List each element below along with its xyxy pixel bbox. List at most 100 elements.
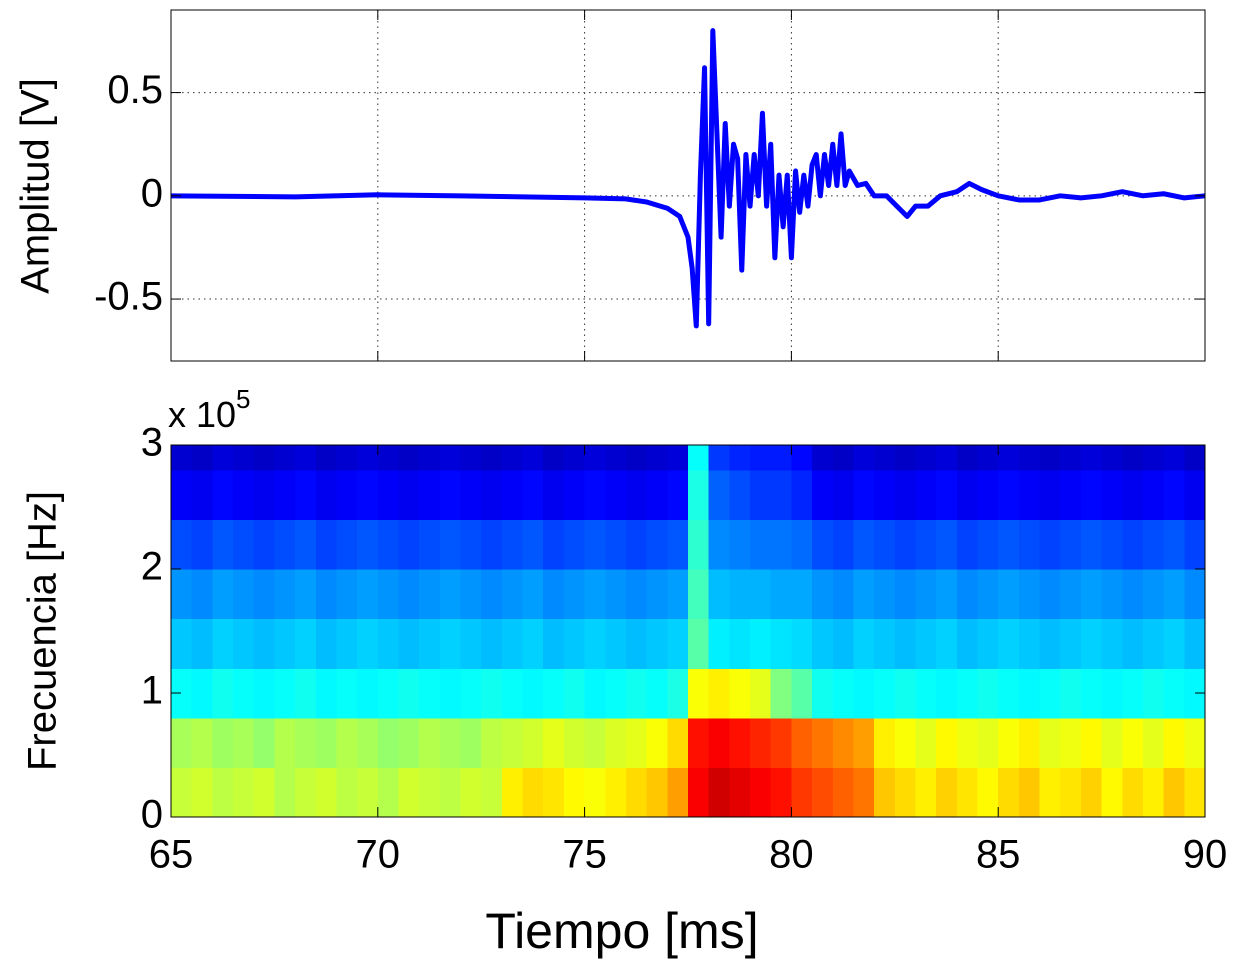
spectrogram-cell: [1184, 519, 1206, 570]
spectrogram-cell: [501, 767, 524, 818]
spectrogram-cell: [750, 717, 772, 768]
spectrogram-cell: [584, 717, 606, 768]
spectrogram-cell: [191, 469, 213, 520]
spectrogram-cell: [439, 618, 462, 669]
spectrogram-cell: [956, 668, 979, 719]
spectrogram-cell: [1163, 519, 1185, 570]
spectrogram-cell: [1142, 668, 1165, 719]
spectrogram-cell: [212, 519, 234, 570]
spectrogram-cell: [398, 445, 420, 471]
spectrogram-cell: [874, 469, 896, 520]
spectrogram-cell: [1018, 618, 1041, 669]
spectrogram-cell: [1101, 767, 1123, 818]
spectrogram-cell: [1018, 767, 1041, 818]
spectrogram-cell: [1039, 717, 1061, 768]
spectrogram-cell: [1018, 445, 1041, 471]
spectrogram-cell: [295, 618, 317, 669]
spectrogram-cell: [233, 519, 255, 570]
y-tick-label: 3: [141, 421, 163, 465]
spectrogram-cell: [419, 717, 441, 768]
spectrogram-cell: [936, 445, 958, 471]
spectrogram-cell: [563, 668, 586, 719]
spectrogram-cell: [1060, 569, 1082, 620]
spectrogram-cell: [894, 618, 917, 669]
spectrogram-cell: [708, 469, 730, 520]
spectrogram-cell: [605, 569, 627, 620]
spectrogram-cell: [812, 618, 834, 669]
spectrogram-cell: [853, 569, 875, 620]
spectrogram-cell: [1039, 445, 1061, 471]
spectrogram-cell: [1122, 618, 1144, 669]
spectrogram-cell: [915, 717, 937, 768]
spectrogram-cell: [357, 668, 379, 719]
spectrogram-cell: [667, 519, 689, 570]
spectrogram-cell: [729, 519, 751, 570]
spectrogram-cell: [832, 767, 855, 818]
spectrogram-cell: [501, 618, 524, 669]
spectrogram-cell: [1142, 445, 1165, 471]
spectrogram-cell: [1142, 519, 1165, 570]
spectrogram-cell: [1122, 767, 1144, 818]
spectrogram-cell: [853, 668, 875, 719]
spectrogram-cell: [522, 717, 544, 768]
spectrogram-cell: [315, 717, 338, 768]
spectrogram-cell: [295, 668, 317, 719]
spectrogram-cell: [708, 767, 730, 818]
spectrogram-cell: [419, 445, 441, 471]
spectrogram-cell: [563, 767, 586, 818]
spectrogram-cell: [894, 445, 917, 471]
spectrogram-cell: [874, 569, 896, 620]
spectrogram-cell: [274, 445, 296, 471]
spectrogram-cell: [1018, 717, 1041, 768]
spectrogram-cell: [977, 767, 999, 818]
spectrogram-cell: [584, 569, 606, 620]
spectrogram-cell: [770, 469, 792, 520]
spectrogram-cell: [1101, 668, 1123, 719]
spectrogram-cell: [832, 445, 855, 471]
spectrogram-cell: [336, 618, 358, 669]
spectrogram-cell: [233, 668, 255, 719]
spectrogram-cell: [688, 767, 710, 818]
spectrogram-cell: [1142, 717, 1165, 768]
spectrogram-cell: [481, 519, 503, 570]
spectrogram-cell: [894, 469, 917, 520]
spectrogram-cell: [1080, 767, 1103, 818]
spectrogram-cell: [1039, 519, 1061, 570]
spectrogram-cell: [791, 717, 813, 768]
spectrogram-cell: [998, 717, 1020, 768]
spectrogram-cell: [377, 717, 400, 768]
spectrogram-cell: [377, 668, 400, 719]
spectrogram-cell: [729, 445, 751, 471]
spectrogram-cell: [812, 767, 834, 818]
plot-area: [171, 10, 1205, 361]
spectrogram-cell: [336, 469, 358, 520]
spectrogram-cell: [419, 767, 441, 818]
spectrogram-cell: [956, 717, 979, 768]
spectrogram-cell: [998, 668, 1020, 719]
spectrogram-cell: [1080, 445, 1103, 471]
spectrogram-cell: [522, 668, 544, 719]
spectrogram-cell: [357, 618, 379, 669]
spectrogram-cell: [688, 717, 710, 768]
spectrogram-cell: [522, 618, 544, 669]
spectrogram-cell: [171, 445, 193, 471]
spectrogram-cell: [295, 767, 317, 818]
spectrogram-cell: [419, 469, 441, 520]
spectrogram-cell: [791, 519, 813, 570]
spectrogram-cell: [543, 767, 565, 818]
spectrogram-cell: [563, 618, 586, 669]
spectrogram-cell: [357, 469, 379, 520]
spectrogram-cell: [915, 445, 937, 471]
spectrogram-cell: [191, 767, 213, 818]
spectrogram-cell: [481, 717, 503, 768]
spectrogram-cell: [191, 445, 213, 471]
spectrogram-cell: [1184, 445, 1206, 471]
spectrogram-cell: [336, 519, 358, 570]
spectrogram-cell: [563, 519, 586, 570]
spectrogram-cell: [832, 569, 855, 620]
spectrogram-cell: [212, 469, 234, 520]
spectrogram-cell: [874, 445, 896, 471]
spectrogram-cell: [295, 717, 317, 768]
spectrogram-cell: [894, 569, 917, 620]
spectrogram-cell: [253, 519, 275, 570]
